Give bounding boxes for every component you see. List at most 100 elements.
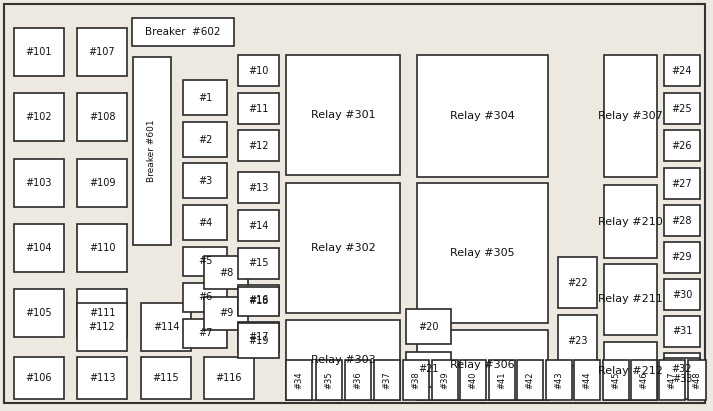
Bar: [664, 242, 700, 273]
Bar: [77, 159, 127, 207]
Bar: [489, 360, 515, 400]
Text: #105: #105: [26, 308, 52, 318]
Text: Breaker #601: Breaker #601: [148, 120, 156, 182]
Bar: [183, 247, 227, 276]
Text: #40: #40: [468, 371, 478, 389]
Bar: [77, 224, 127, 272]
Text: #15: #15: [248, 259, 269, 268]
Text: #113: #113: [88, 373, 116, 383]
Bar: [316, 360, 342, 400]
Bar: [238, 323, 279, 358]
Text: #109: #109: [88, 178, 116, 188]
Text: #42: #42: [525, 371, 535, 389]
Bar: [345, 360, 371, 400]
Text: #116: #116: [216, 373, 242, 383]
Text: #115: #115: [153, 373, 179, 383]
Bar: [604, 264, 657, 335]
Bar: [133, 57, 171, 245]
Bar: [604, 342, 657, 400]
Bar: [204, 297, 248, 330]
Text: #21: #21: [419, 365, 438, 374]
Bar: [664, 55, 700, 86]
Bar: [664, 168, 700, 199]
Text: #46: #46: [640, 371, 649, 389]
Bar: [664, 353, 700, 384]
Bar: [664, 279, 700, 310]
Text: #35: #35: [324, 371, 334, 389]
Text: Relay #305: Relay #305: [450, 248, 515, 258]
Text: #2: #2: [198, 134, 212, 145]
Text: #9: #9: [219, 309, 233, 319]
Bar: [286, 360, 312, 400]
Text: Relay #303: Relay #303: [311, 355, 375, 365]
Text: Breaker  #602: Breaker #602: [145, 27, 221, 37]
Text: #108: #108: [88, 112, 116, 122]
Text: #31: #31: [672, 326, 692, 337]
Bar: [546, 360, 572, 400]
Text: #19: #19: [248, 335, 269, 346]
Text: #45: #45: [612, 371, 620, 389]
Bar: [238, 93, 279, 124]
Bar: [204, 256, 248, 289]
Bar: [631, 360, 657, 400]
Bar: [238, 130, 279, 161]
Text: #34: #34: [294, 371, 304, 389]
Text: #12: #12: [248, 141, 269, 150]
Bar: [238, 285, 279, 315]
Bar: [664, 205, 700, 236]
Bar: [204, 357, 254, 399]
Text: #28: #28: [672, 215, 692, 226]
Bar: [14, 28, 64, 76]
Text: #112: #112: [88, 322, 116, 332]
Text: #10: #10: [248, 65, 269, 76]
Bar: [14, 93, 64, 141]
Bar: [664, 130, 700, 161]
Text: #3: #3: [198, 175, 212, 185]
Text: #44: #44: [583, 371, 592, 389]
Bar: [14, 357, 64, 399]
Text: #107: #107: [88, 47, 116, 57]
Text: #1: #1: [198, 92, 212, 102]
Text: #39: #39: [441, 371, 449, 389]
Text: #26: #26: [672, 141, 692, 150]
Text: #103: #103: [26, 178, 52, 188]
Bar: [403, 360, 429, 400]
Bar: [659, 360, 685, 400]
Bar: [417, 183, 548, 323]
Bar: [183, 163, 227, 198]
Bar: [238, 172, 279, 203]
Text: #114: #114: [153, 322, 179, 332]
Bar: [406, 352, 451, 387]
Text: #101: #101: [26, 47, 52, 57]
Bar: [664, 358, 700, 399]
Text: Relay #304: Relay #304: [450, 111, 515, 121]
Bar: [77, 93, 127, 141]
Text: #8: #8: [219, 268, 233, 277]
Bar: [183, 319, 227, 348]
Bar: [664, 93, 700, 124]
Text: Relay #306: Relay #306: [450, 360, 515, 370]
Text: #6: #6: [198, 293, 212, 302]
Bar: [238, 287, 279, 316]
Text: #47: #47: [667, 371, 677, 389]
Text: #38: #38: [411, 371, 421, 389]
Bar: [558, 315, 597, 366]
Text: #14: #14: [248, 220, 269, 231]
Bar: [517, 360, 543, 400]
Text: #29: #29: [672, 252, 692, 263]
Bar: [14, 224, 64, 272]
Bar: [238, 322, 279, 352]
Bar: [141, 303, 191, 351]
Text: #4: #4: [198, 217, 212, 228]
Text: #18: #18: [248, 296, 269, 307]
Bar: [238, 248, 279, 279]
Bar: [77, 28, 127, 76]
Text: #110: #110: [88, 243, 116, 253]
Bar: [406, 309, 451, 344]
Bar: [374, 360, 400, 400]
Bar: [183, 283, 227, 312]
Text: #33: #33: [672, 374, 692, 383]
Text: Relay #211: Relay #211: [598, 295, 663, 305]
Bar: [558, 257, 597, 308]
Text: #41: #41: [498, 371, 506, 389]
